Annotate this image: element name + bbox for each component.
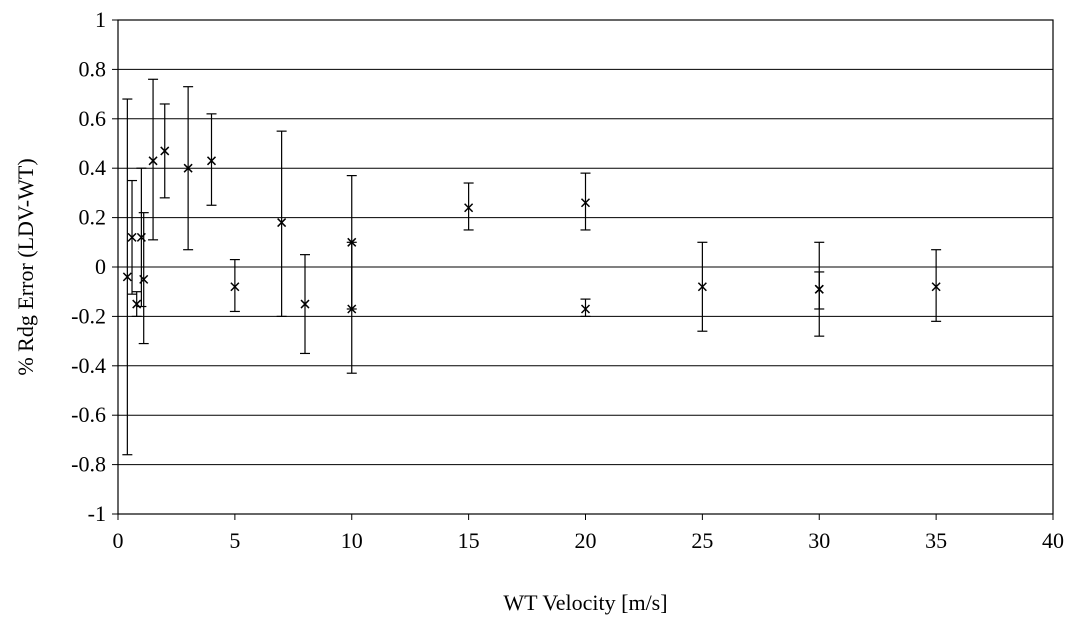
error-bar [931,249,942,322]
y-tick-label: 0 [95,254,106,279]
data-point [697,282,707,292]
error-bar [276,130,287,317]
y-axis: 1 0.8 0.6 0.4 0.2 0 -0.2 -0.4 -0.6 -0.8 -1 [71,7,118,526]
data-point [931,282,941,292]
data-point [464,203,474,213]
data-point [127,232,137,242]
y-tick-label: 0.6 [79,106,107,131]
data-point [160,146,170,156]
y-tick-label: -0.2 [71,303,106,328]
y-tick-label: -0.8 [71,452,106,477]
data-point [230,282,240,292]
error-bar [206,113,217,206]
y-tick-label: 0.8 [79,56,107,81]
error-bar [138,212,149,345]
error-bar [463,182,474,231]
y-tick-label: 1 [95,7,106,32]
error-bar [814,271,825,310]
x-tick-label: 35 [925,528,947,553]
error-bars [122,78,942,456]
x-axis: 0 5 10 15 20 25 30 35 40 [113,514,1064,553]
data-point [136,232,146,242]
x-tick-label: 0 [113,528,124,553]
x-tick-label: 40 [1042,528,1064,553]
data-point [300,299,310,309]
gridlines [118,68,1053,466]
error-bar [580,172,591,231]
y-tick-label: 0.4 [79,155,107,180]
data-point [148,156,158,166]
data-point [580,198,591,208]
x-axis-title: WT Velocity [m/s] [503,590,667,615]
data-point [347,304,357,314]
data-point [814,284,824,294]
data-point [347,237,357,247]
data-point [122,272,132,282]
data-point [132,299,142,309]
error-bar [148,78,159,241]
x-tick-label: 5 [229,528,240,553]
x-tick-label: 30 [808,528,830,553]
y-axis-title: % Rdg Error (LDV-WT) [13,158,38,375]
data-point [580,304,591,314]
data-points [122,146,941,314]
y-tick-label: -0.6 [71,402,106,427]
data-point [277,218,287,228]
y-tick-label: -0.4 [71,353,106,378]
error-bar [580,298,591,317]
data-point [206,156,217,166]
error-bar [229,258,240,313]
data-point [183,163,193,173]
x-tick-label: 15 [458,528,480,553]
x-tick-label: 10 [341,528,363,553]
data-point [139,274,149,284]
x-tick-label: 20 [575,528,597,553]
y-tick-label: -1 [88,501,106,526]
x-tick-label: 25 [691,528,713,553]
y-tick-label: 0.2 [79,205,107,230]
